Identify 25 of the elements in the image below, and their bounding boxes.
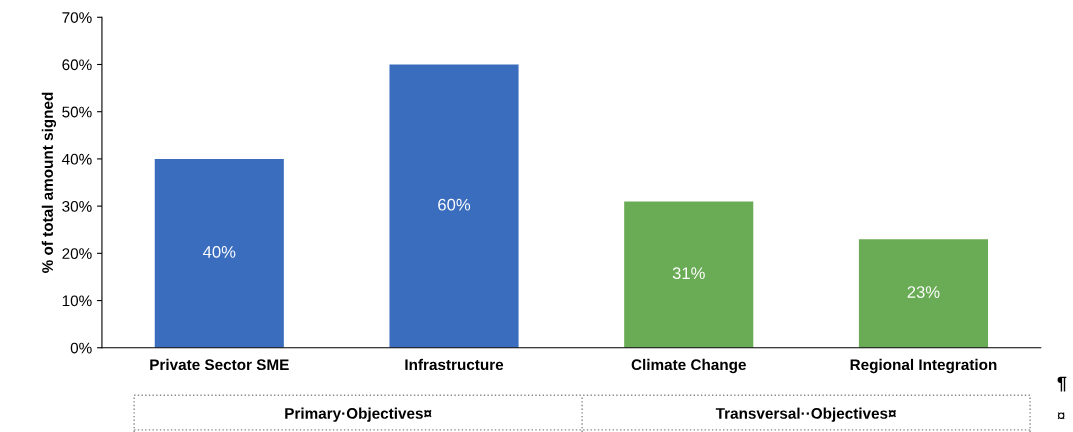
y-tick-label: 0% — [70, 342, 92, 354]
y-tick-label: 10% — [62, 295, 92, 307]
data-label: 31% — [672, 267, 705, 280]
text: ¶ — [1057, 376, 1067, 392]
bar — [858, 239, 988, 348]
x-tick-label: Private Sector SME — [150, 358, 289, 371]
data-label: 23% — [907, 286, 940, 298]
text: Transversal··Objectives¤ — [715, 407, 897, 422]
y-tick-label: 20% — [62, 248, 92, 260]
bar — [154, 158, 284, 348]
data-label: 40% — [203, 246, 236, 258]
x-tick-label: Climate Change — [631, 358, 746, 374]
data-label: 60% — [438, 198, 471, 211]
y-axis-title: % of total amount signed — [41, 92, 57, 273]
y-tick-label: 60% — [62, 59, 92, 71]
y-tick-label: 40% — [61, 153, 92, 165]
y-tick-label: 30% — [62, 200, 92, 212]
y-tick-label: 70% — [62, 12, 92, 23]
x-tick-label: Infrastructure — [405, 358, 504, 371]
text: Primary·Objectives¤ — [285, 407, 432, 422]
bar — [389, 64, 519, 348]
y-tick-label: 50% — [62, 106, 92, 118]
x-tick-label: Regional Integration — [850, 358, 997, 374]
bar — [624, 201, 754, 348]
text: ¤ — [1057, 412, 1065, 420]
